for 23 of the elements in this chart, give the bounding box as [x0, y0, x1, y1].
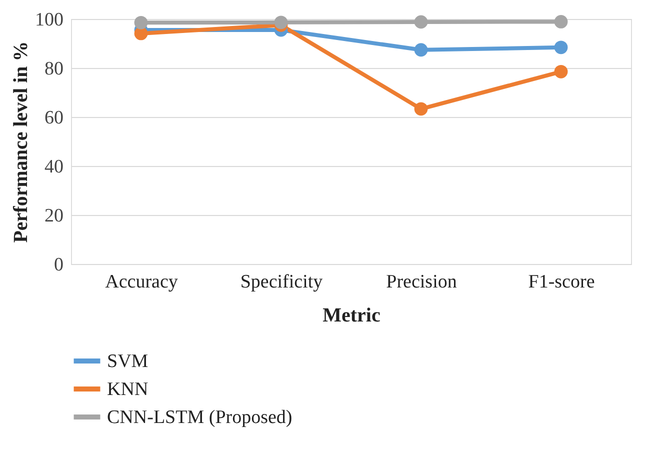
y-axis-title: Performance level in %: [10, 41, 32, 243]
x-axis-title: Metric: [322, 304, 380, 326]
point: [274, 16, 288, 30]
y-tick-label: 20: [44, 206, 64, 226]
legend-label: KNN: [107, 379, 148, 400]
y-tick-label: 60: [44, 108, 64, 128]
point: [414, 15, 428, 29]
legend-label: SVM: [107, 351, 148, 372]
x-tick-label: Precision: [386, 272, 458, 292]
y-tick-label: 0: [54, 254, 64, 276]
point: [414, 102, 428, 116]
point: [414, 43, 428, 57]
point: [554, 15, 568, 28]
point: [554, 64, 568, 78]
legend-label: CNN-LSTM (Proposed): [107, 407, 292, 428]
y-tick-label: 80: [44, 58, 64, 80]
x-tick-label: F1-score: [528, 272, 595, 292]
point: [554, 40, 568, 54]
y-tick-label: 40: [44, 156, 64, 178]
y-tick-label: 100: [35, 10, 64, 30]
point: [134, 16, 148, 30]
x-tick-label: Accuracy: [105, 272, 178, 292]
x-tick-label: Specificity: [240, 272, 324, 292]
